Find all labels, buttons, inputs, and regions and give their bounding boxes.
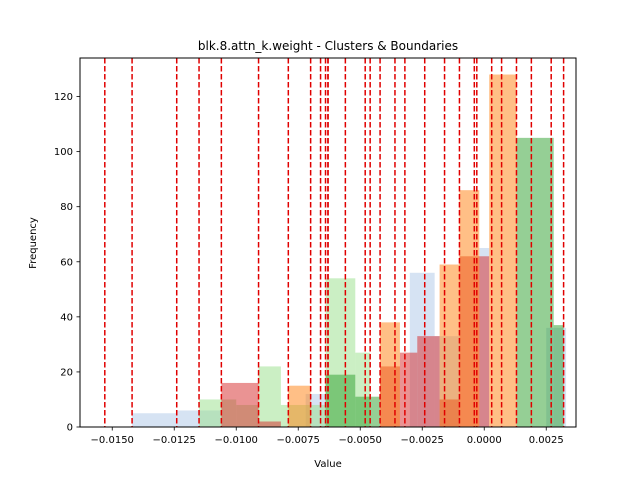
plot-frame — [79, 57, 577, 428]
histogram-bar — [489, 74, 517, 427]
chart-title: blk.8.attn_k.weight - Clusters & Boundar… — [198, 39, 458, 53]
x-tick-label: −0.0050 — [339, 435, 382, 446]
x-axis-label: Value — [314, 459, 341, 470]
x-tick-label: 0.0025 — [529, 435, 564, 446]
histogram-bar — [516, 137, 554, 427]
histogram-bar — [221, 382, 259, 427]
x-tick-label: −0.0075 — [277, 435, 320, 446]
histogram-bar — [325, 374, 356, 427]
histogram-bar — [132, 413, 177, 427]
y-tick-label: 80 — [60, 202, 73, 213]
histogram-bar — [417, 336, 440, 427]
x-tick-label: 0.0000 — [467, 435, 502, 446]
histogram-bar — [380, 322, 400, 427]
y-tick-label: 0 — [67, 423, 73, 434]
y-tick-label: 100 — [54, 147, 73, 158]
histogram-bar — [258, 421, 281, 427]
bars-layer — [132, 74, 567, 427]
histogram-bar — [355, 396, 381, 427]
y-axis-label: Frequency — [28, 217, 39, 269]
x-tick-label: −0.0150 — [91, 435, 134, 446]
histogram-bar — [288, 385, 311, 427]
x-axis: −0.0150 −0.0125 −0.0100 −0.0075 −0.0050 −0.00… — [91, 427, 564, 446]
histogram-bar — [399, 352, 418, 427]
histogram-bar — [459, 190, 480, 427]
y-tick-label: 120 — [54, 92, 73, 103]
y-tick-label: 40 — [60, 312, 73, 323]
y-tick-label: 60 — [60, 257, 73, 268]
boundaries-layer — [104, 58, 565, 427]
x-tick-label: −0.0100 — [215, 435, 258, 446]
x-tick-label: −0.0025 — [401, 435, 444, 446]
y-axis: 0 20 40 60 80 100 120 — [54, 92, 80, 434]
histogram-bar — [553, 325, 564, 427]
x-tick-label: −0.0125 — [153, 435, 196, 446]
y-tick-label: 20 — [60, 367, 73, 378]
histogram-bar — [258, 366, 281, 427]
histogram-bar — [439, 264, 460, 427]
